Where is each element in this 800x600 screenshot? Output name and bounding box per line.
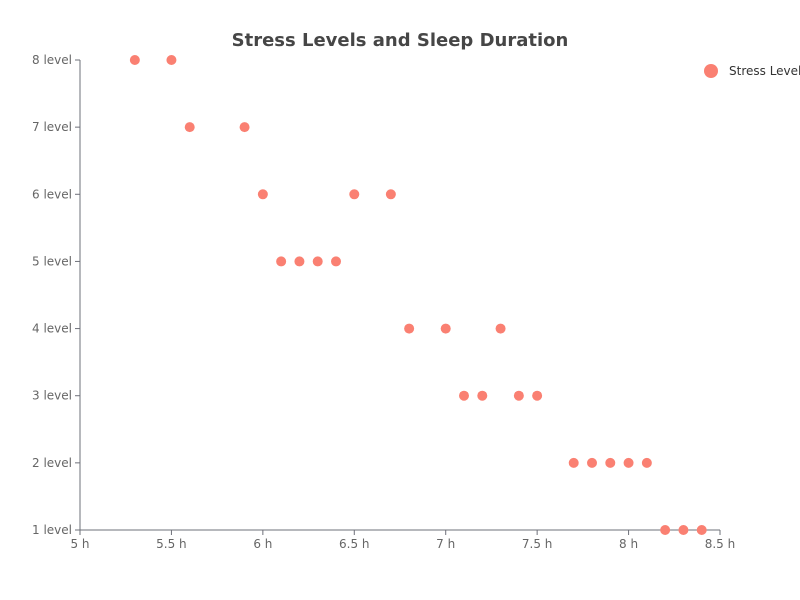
legend[interactable]: Stress Level — [704, 64, 800, 78]
data-point[interactable] — [385, 189, 396, 200]
x-tick-label: 8 h — [619, 537, 638, 551]
x-tick-label: 8.5 h — [705, 537, 736, 551]
data-point[interactable] — [459, 390, 469, 401]
data-point[interactable] — [513, 390, 524, 401]
x-tick-label: 5 h — [70, 537, 89, 551]
data-point[interactable] — [623, 457, 634, 468]
y-tick-label: 3 level — [32, 389, 72, 403]
data-point[interactable] — [184, 122, 195, 133]
chart-title: Stress Levels and Sleep Duration — [231, 30, 569, 51]
data-point[interactable] — [678, 525, 689, 535]
x-tick-label: 7.5 h — [522, 537, 553, 551]
data-point[interactable] — [477, 390, 488, 401]
data-point[interactable] — [641, 457, 652, 468]
y-tick-label: 2 level — [32, 456, 72, 470]
data-point[interactable] — [349, 189, 360, 200]
y-tick-label: 1 level — [32, 523, 72, 537]
data-point[interactable] — [312, 256, 323, 267]
data-point[interactable] — [239, 122, 250, 133]
data-point[interactable] — [294, 256, 305, 267]
y-tick-label: 5 level — [32, 254, 72, 268]
data-point[interactable] — [568, 457, 579, 468]
y-tick-label: 7 level — [32, 120, 72, 134]
data-point[interactable] — [129, 55, 140, 65]
x-tick-label: 7 h — [436, 537, 455, 551]
legend-label: Stress Level — [729, 64, 800, 78]
legend-marker — [704, 64, 718, 78]
data-point[interactable] — [331, 256, 341, 267]
data-point[interactable] — [495, 323, 506, 334]
y-tick-label: 6 level — [32, 187, 72, 201]
data-point[interactable] — [587, 457, 597, 468]
data-point[interactable] — [605, 457, 616, 468]
data-point[interactable] — [166, 55, 177, 65]
data-point[interactable] — [257, 189, 268, 200]
points-layer — [129, 55, 707, 535]
data-point[interactable] — [440, 323, 451, 334]
data-point[interactable] — [660, 525, 671, 535]
data-point[interactable] — [696, 525, 707, 535]
x-tick-label: 5.5 h — [156, 537, 187, 551]
x-tick-label: 6 h — [253, 537, 272, 551]
y-tick-label: 8 level — [32, 53, 72, 67]
data-point[interactable] — [404, 323, 415, 334]
data-point[interactable] — [532, 390, 543, 401]
x-tick-label: 6.5 h — [339, 537, 370, 551]
data-point[interactable] — [276, 256, 287, 267]
axes-layer: 5 h 5.5 h 6 h 6.5 h 7 h 7.5 h 8 h 8.5 h 1 level 2… — [32, 53, 735, 551]
y-tick-label: 4 level — [32, 322, 72, 336]
